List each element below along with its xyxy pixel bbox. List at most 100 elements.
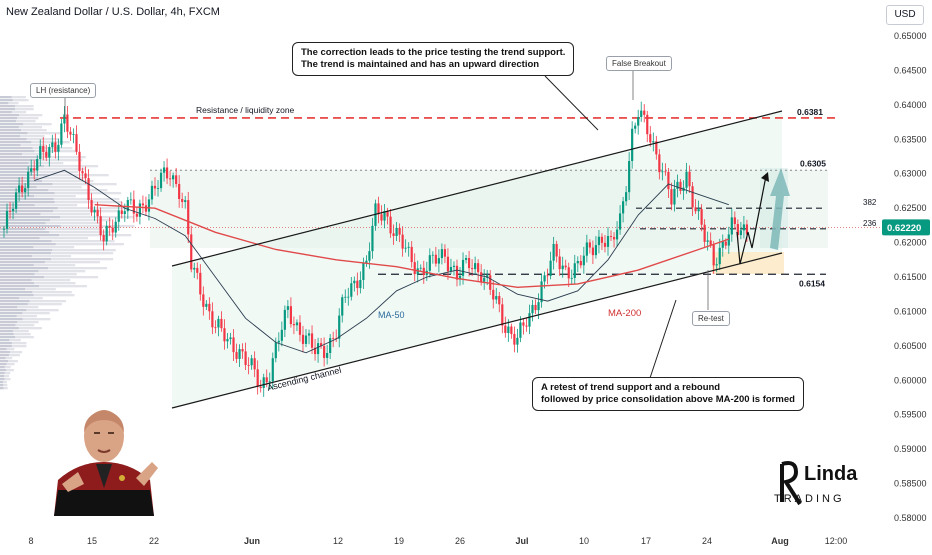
candle-body bbox=[304, 335, 308, 344]
volume-profile-bar bbox=[0, 126, 19, 129]
retest-label: Re-test bbox=[692, 311, 730, 326]
volume-profile-bar bbox=[0, 387, 4, 390]
volume-profile-bar bbox=[0, 231, 50, 234]
volume-profile-bar bbox=[41, 180, 94, 183]
ma50-label: MA-50 bbox=[378, 310, 405, 320]
candle-body bbox=[464, 258, 468, 260]
candle-body bbox=[510, 326, 513, 334]
candle-body bbox=[649, 134, 652, 143]
candle-body bbox=[458, 275, 462, 280]
volume-profile-bar bbox=[0, 366, 5, 369]
candle-body bbox=[570, 277, 573, 279]
volume-profile-bar bbox=[0, 273, 35, 276]
candle-body bbox=[341, 297, 344, 316]
ma200-label: MA-200 bbox=[608, 308, 641, 319]
candle-body bbox=[135, 213, 138, 217]
volume-profile-bar bbox=[0, 147, 33, 150]
volume-profile-bar bbox=[51, 240, 115, 243]
candle-body bbox=[603, 242, 607, 247]
volume-profile-bar bbox=[15, 324, 35, 327]
candle-body bbox=[383, 211, 386, 221]
svg-text:TRADING: TRADING bbox=[774, 493, 845, 505]
candle-body bbox=[637, 116, 640, 126]
volume-profile-bar bbox=[16, 315, 37, 318]
fib-236-label: 236 bbox=[863, 219, 877, 228]
moving-averages bbox=[34, 169, 730, 354]
candle-body bbox=[664, 171, 667, 173]
volume-profile-bar bbox=[19, 114, 43, 117]
candle-body bbox=[389, 216, 392, 234]
price-tick-label: 0.62500 bbox=[894, 203, 927, 213]
volume-profile-bar bbox=[39, 237, 89, 240]
candle-body bbox=[120, 210, 123, 215]
volume-profile-bar bbox=[0, 213, 41, 216]
price-tick-label: 0.62000 bbox=[894, 238, 927, 248]
currency-button[interactable]: USD bbox=[886, 5, 924, 25]
volume-profile-bar bbox=[60, 225, 135, 228]
volume-profile-bar bbox=[0, 135, 21, 138]
candle-body bbox=[175, 175, 178, 185]
volume-profile-bar bbox=[0, 129, 22, 132]
candle-body bbox=[522, 322, 525, 326]
time-tick-label: 12 bbox=[333, 536, 343, 546]
candle-body bbox=[48, 147, 51, 158]
volume-profile-bar bbox=[0, 267, 49, 270]
volume-profile-bar bbox=[31, 279, 71, 282]
candle-body bbox=[36, 159, 39, 171]
callout-bottom-line1: A retest of trend support and a rebound bbox=[541, 382, 721, 393]
candle-body bbox=[477, 263, 480, 273]
candle-body bbox=[661, 171, 664, 173]
candle-body bbox=[66, 114, 69, 132]
candle-body bbox=[700, 209, 703, 225]
candle-body bbox=[555, 243, 558, 257]
volume-profile-bar bbox=[0, 348, 7, 351]
candle-body bbox=[377, 203, 380, 215]
volume-profile-bar bbox=[0, 300, 30, 303]
volume-profile-bar bbox=[0, 216, 61, 219]
volume-profile-bar bbox=[0, 342, 12, 345]
candle-body bbox=[546, 275, 549, 277]
volume-profile-bar bbox=[0, 315, 17, 318]
chart-overlays: 0.6381 0.6305 0.6154 382 236 Resistance / liq… bbox=[0, 105, 880, 408]
candle-body bbox=[108, 225, 111, 228]
candle-body bbox=[150, 185, 154, 200]
volume-profile-bar bbox=[0, 201, 55, 204]
candle-body bbox=[558, 256, 561, 270]
candle-body bbox=[652, 141, 655, 143]
candle-body bbox=[507, 326, 510, 333]
volume-profile-bar bbox=[34, 282, 76, 285]
volume-profile-bar bbox=[22, 153, 50, 156]
callout-bottom-pointer bbox=[649, 299, 677, 379]
candle-body bbox=[69, 131, 72, 135]
volume-profile-bar bbox=[52, 183, 117, 186]
candle-body bbox=[404, 247, 407, 249]
volume-profile-bar bbox=[28, 162, 64, 165]
volume-profile-bar bbox=[0, 279, 32, 282]
volume-profile-bar bbox=[29, 300, 66, 303]
volume-profile-bar bbox=[3, 384, 8, 387]
candle-body bbox=[51, 142, 54, 148]
candle-body bbox=[573, 263, 576, 278]
volume-profile-bar bbox=[18, 327, 42, 330]
candle-body bbox=[138, 203, 141, 217]
volume-profile-bar bbox=[8, 360, 18, 363]
candle-body bbox=[742, 224, 745, 231]
candle-body bbox=[561, 265, 564, 270]
candle-body bbox=[697, 209, 700, 212]
volume-profile-bar bbox=[0, 288, 26, 291]
volume-profile-bar bbox=[0, 339, 10, 342]
time-tick-label: Jun bbox=[244, 536, 260, 546]
candle-body bbox=[307, 333, 311, 336]
volume-profile-bar bbox=[50, 258, 114, 261]
volume-profile-bar bbox=[0, 198, 54, 201]
candle-body bbox=[99, 216, 102, 236]
candle-body bbox=[543, 275, 546, 282]
volume-profile-bar bbox=[25, 288, 56, 291]
candle-body bbox=[102, 235, 105, 242]
channel-upper-line bbox=[171, 110, 783, 267]
candle-body bbox=[673, 188, 676, 205]
candle-body bbox=[144, 205, 148, 212]
price-tick-label: 0.63000 bbox=[894, 169, 927, 179]
